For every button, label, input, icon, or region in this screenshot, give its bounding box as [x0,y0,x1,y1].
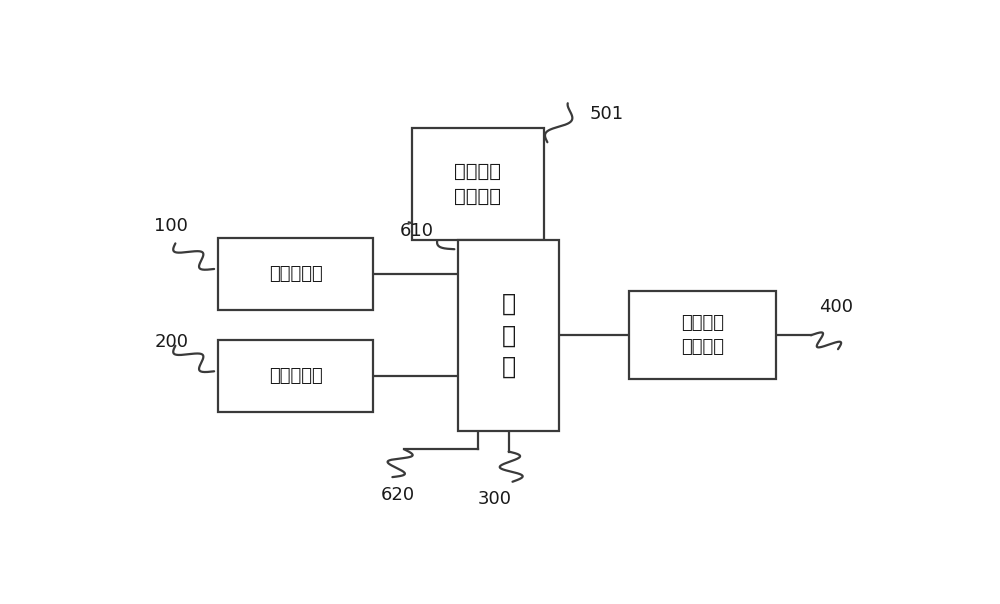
Text: 610: 610 [400,222,434,240]
Text: 100: 100 [154,217,188,235]
Bar [412,128,544,240]
Text: 620: 620 [381,486,415,504]
Bar [458,240,559,431]
Text: 处
理
器: 处 理 器 [502,292,516,379]
Bar [218,237,373,310]
Text: 400: 400 [819,298,853,316]
Text: 300: 300 [478,490,512,509]
Text: 第一操控器: 第一操控器 [269,265,322,283]
Text: 聚焦超声
手术器械: 聚焦超声 手术器械 [681,315,724,356]
Text: 501: 501 [590,105,624,123]
Bar [629,291,776,379]
Text: 信道选择
输入单元: 信道选择 输入单元 [454,162,501,206]
Text: 200: 200 [154,333,188,352]
Text: 第二操控器: 第二操控器 [269,367,322,385]
Bar [218,340,373,412]
